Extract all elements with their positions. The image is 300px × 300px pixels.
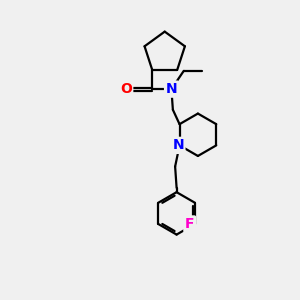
Text: F: F: [185, 217, 194, 231]
Text: N: N: [172, 138, 184, 152]
Text: O: O: [120, 82, 132, 96]
Text: N: N: [166, 82, 177, 96]
